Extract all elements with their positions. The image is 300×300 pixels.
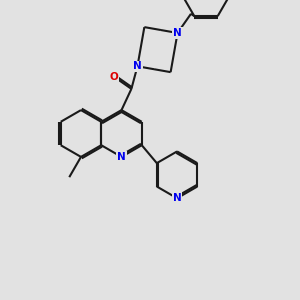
- Text: O: O: [109, 72, 118, 82]
- Text: N: N: [173, 193, 182, 203]
- Text: N: N: [173, 28, 182, 38]
- Text: N: N: [133, 61, 142, 71]
- Text: N: N: [117, 152, 126, 162]
